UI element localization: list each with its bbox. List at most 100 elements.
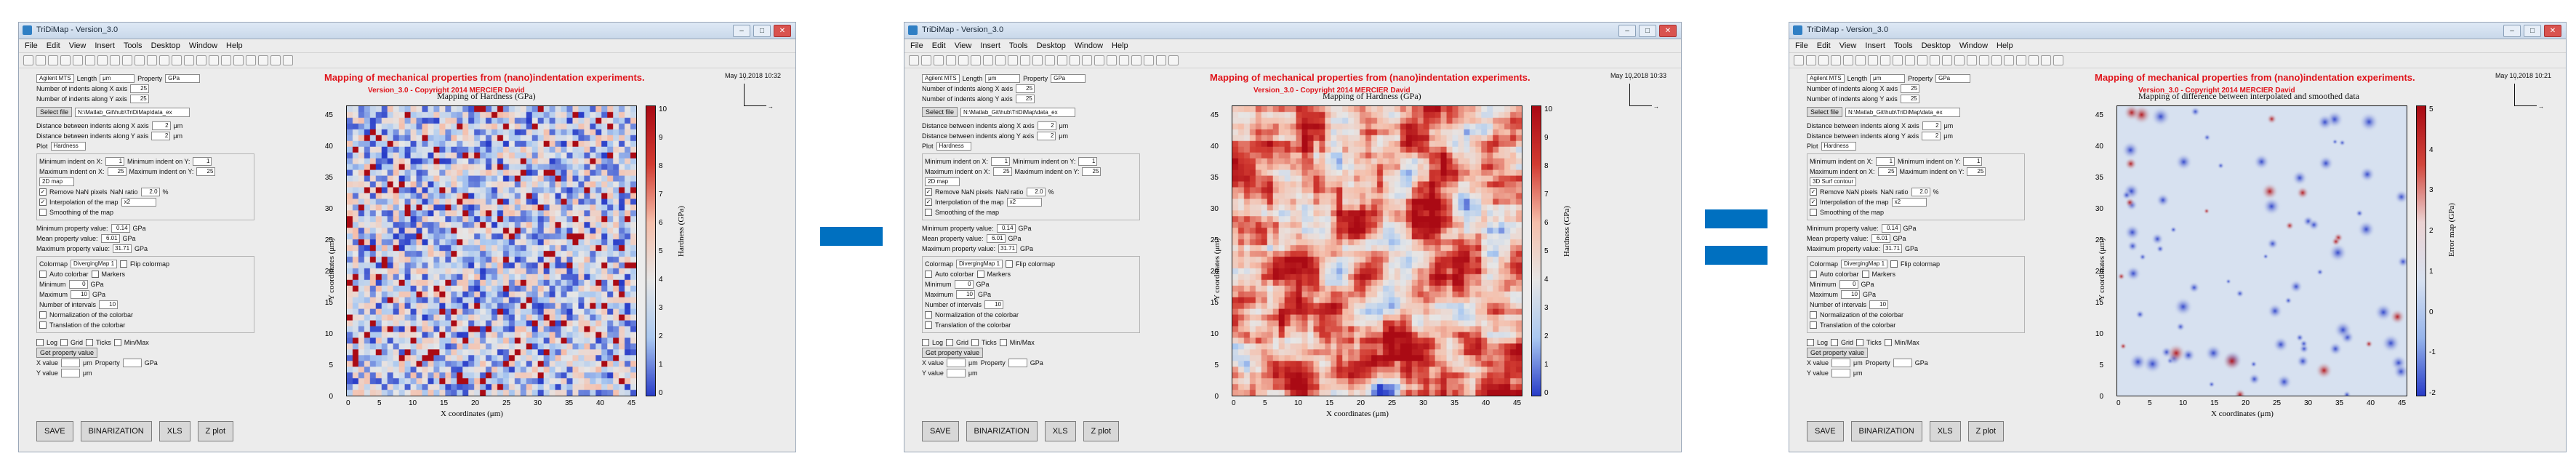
flip-colormap-checkbox[interactable] [1890,260,1898,268]
menu-item-desktop[interactable]: Desktop [1921,41,1951,50]
min-x-input[interactable]: 1 [1876,156,1895,166]
toolbar-icon[interactable] [172,55,182,65]
menu-item-edit[interactable]: Edit [46,41,60,50]
markers-checkbox[interactable] [91,270,99,278]
auto-colorbar-checkbox[interactable] [39,270,47,278]
translate-checkbox[interactable] [39,321,47,329]
maximize-button[interactable]: □ [1639,25,1656,37]
toolbar-icon[interactable] [1131,55,1141,65]
toolbar-icon[interactable] [209,55,219,65]
toolbar-icon[interactable] [196,55,206,65]
title-bar[interactable]: TriDiMap - Version_3.0 – □ ✕ [1789,23,2566,39]
toolbar-icon[interactable] [1855,55,1866,65]
close-button[interactable]: ✕ [2544,25,2561,37]
remove-nan-checkbox[interactable] [925,188,932,196]
dist-x-input[interactable]: 2 [151,121,171,130]
translate-checkbox[interactable] [925,321,932,329]
max-x-input[interactable]: 25 [1877,167,1897,176]
n-y-input[interactable]: 25 [129,94,149,103]
close-button[interactable]: ✕ [774,25,791,37]
plot-type-select[interactable]: 2D map [39,177,74,186]
toolbar-icon[interactable] [1942,55,1952,65]
toolbar-icon[interactable] [1905,55,1915,65]
min-x-input[interactable]: 1 [105,156,125,166]
menu-item-view[interactable]: View [954,41,972,50]
toolbar-icon[interactable] [1930,55,1940,65]
n-x-input[interactable]: 25 [130,84,150,93]
get-property-button[interactable]: Get property value [922,347,984,358]
toolbar-icon[interactable] [1893,55,1903,65]
menu-item-desktop[interactable]: Desktop [1036,41,1066,50]
menu-item-edit[interactable]: Edit [1816,41,1831,50]
interpolation-checkbox[interactable] [39,198,47,206]
toolbar-icon[interactable] [995,55,1006,65]
auto-colorbar-checkbox[interactable] [1810,270,1817,278]
toolbar-icon[interactable] [1008,55,1018,65]
markers-checkbox[interactable] [976,270,984,278]
normalize-checkbox[interactable] [925,311,932,319]
log-checkbox[interactable] [36,338,44,346]
zplot-button[interactable]: Z plot [197,421,234,441]
toolbar-icon[interactable] [1107,55,1117,65]
file-path-field[interactable]: N:\Matlab_Git\hub\TriDiMap\data_ex [75,107,190,117]
toolbar-icon[interactable] [221,55,231,65]
minimize-button[interactable]: – [2503,25,2521,37]
intervals-input[interactable]: 10 [984,300,1004,309]
save-button[interactable]: SAVE [1807,421,1844,441]
get-property-button[interactable]: Get property value [1807,347,1869,358]
menu-item-view[interactable]: View [1839,41,1857,50]
smoothing-checkbox[interactable] [39,208,47,216]
dist-x-input[interactable]: 2 [1922,121,1941,130]
cmap-max-input[interactable]: 10 [71,289,90,299]
cmap-max-input[interactable]: 10 [1841,289,1861,299]
menu-item-window[interactable]: Window [188,41,218,50]
toolbar-icon[interactable] [946,55,956,65]
indenter-select[interactable]: Agilent MTS [922,73,960,83]
min-x-input[interactable]: 1 [991,156,1011,166]
menu-item-window[interactable]: Window [1959,41,1989,50]
toolbar-icon[interactable] [147,55,157,65]
n-x-input[interactable]: 25 [1016,84,1035,93]
min-y-input[interactable]: 1 [193,156,212,166]
ticks-checkbox[interactable] [86,338,94,346]
n-y-input[interactable]: 25 [1015,94,1035,103]
dist-y-input[interactable]: 2 [151,131,171,140]
intervals-input[interactable]: 10 [99,300,119,309]
toolbar-icon[interactable] [921,55,931,65]
select-file-button[interactable]: Select file [922,107,958,117]
markers-checkbox[interactable] [1861,270,1869,278]
minmax-checkbox[interactable] [113,338,121,346]
toolbar-icon[interactable] [1967,55,1977,65]
remove-nan-checkbox[interactable] [1810,188,1817,196]
property-unit-select[interactable]: GPa [1935,73,1971,83]
max-y-input[interactable]: 25 [196,167,216,176]
colormap-select[interactable]: DivergingMap 1 [1841,259,1888,268]
save-button[interactable]: SAVE [36,421,73,441]
toolbar-icon[interactable] [1991,55,2002,65]
toolbar-icon[interactable] [1020,55,1030,65]
smoothing-checkbox[interactable] [925,208,932,216]
toolbar-icon[interactable] [1032,55,1043,65]
toolbar-icon[interactable] [1880,55,1890,65]
minimize-button[interactable]: – [1618,25,1636,37]
property-map[interactable] [2116,105,2407,396]
toolbar-icon[interactable] [85,55,95,65]
min-y-input[interactable]: 1 [1078,156,1098,166]
n-y-input[interactable]: 25 [1900,94,1919,103]
toolbar-icon[interactable] [184,55,194,65]
menu-item-help[interactable]: Help [1112,41,1128,50]
max-x-input[interactable]: 25 [992,167,1012,176]
toolbar-icon[interactable] [36,55,46,65]
flip-colormap-checkbox[interactable] [120,260,128,268]
interpolation-checkbox[interactable] [1810,198,1817,206]
nan-ratio-input[interactable]: 2.0 [1026,187,1046,196]
auto-colorbar-checkbox[interactable] [925,270,932,278]
binarization-button[interactable]: BINARIZATION [80,421,152,441]
interpolation-checkbox[interactable] [925,198,932,206]
toolbar-icon[interactable] [958,55,968,65]
toolbar-icon[interactable] [48,55,58,65]
close-button[interactable]: ✕ [1659,25,1677,37]
file-path-field[interactable]: N:\Matlab_Git\hub\TriDiMap\data_ex [960,107,1076,117]
toolbar-icon[interactable] [1156,55,1166,65]
toolbar-icon[interactable] [73,55,83,65]
